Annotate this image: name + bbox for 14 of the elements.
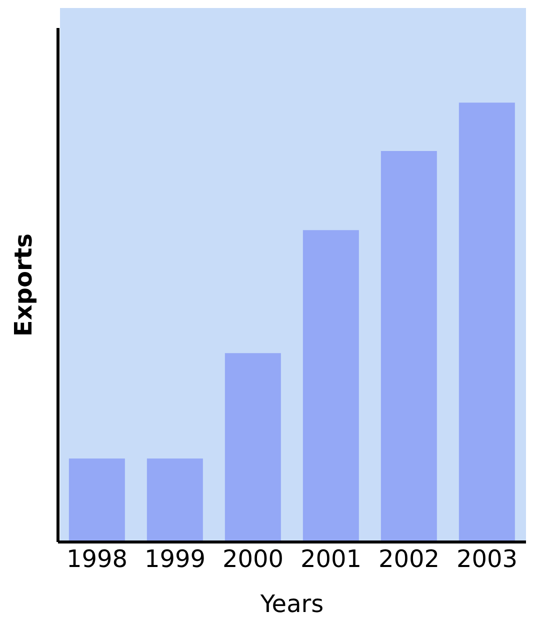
- bar: [302, 230, 359, 542]
- x-tick-label: 1999: [144, 545, 206, 574]
- bar: [380, 151, 437, 542]
- bar: [146, 458, 203, 542]
- x-tick-label: 2003: [456, 545, 518, 574]
- y-axis-title: Exports: [10, 233, 38, 337]
- x-tick-label: 2000: [222, 545, 284, 574]
- bar: [68, 458, 125, 542]
- bar: [458, 102, 515, 542]
- x-tick-label: 1998: [66, 545, 128, 574]
- x-axis-title: Years: [259, 590, 324, 618]
- x-tick-label: 2001: [300, 545, 362, 574]
- bar: [224, 353, 281, 542]
- x-tick-label: 2002: [378, 545, 440, 574]
